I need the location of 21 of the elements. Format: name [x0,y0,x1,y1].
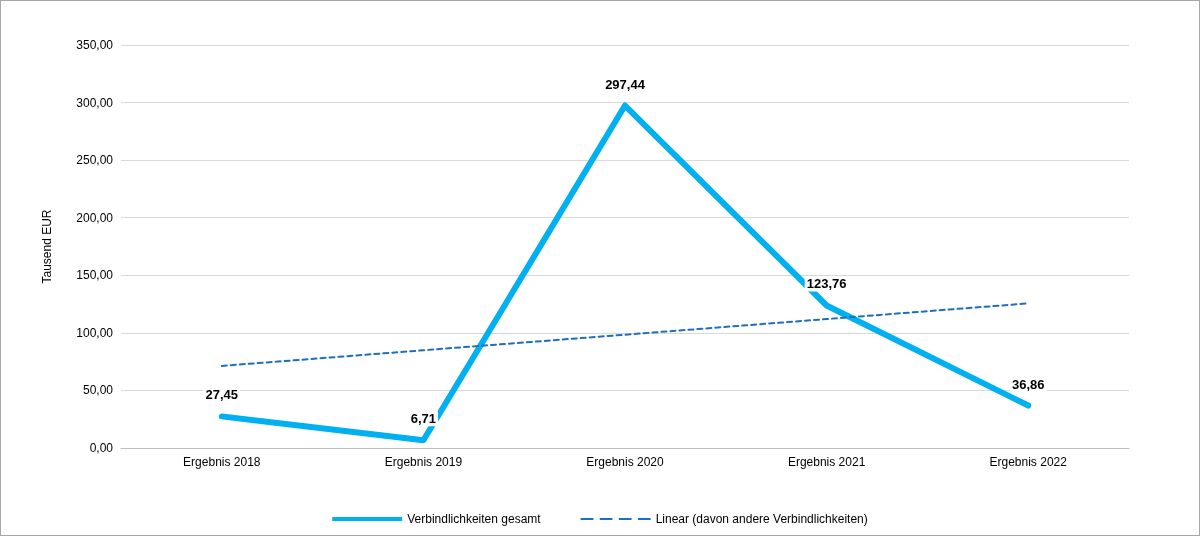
data-label: 297,44 [605,76,646,92]
y-axis-title: Tausend EUR [40,209,54,284]
data-label: 27,45 [205,387,239,403]
y-tick-label: 150,00 [76,268,114,283]
y-tick-label: 50,00 [82,383,114,398]
data-label: 6,71 [410,411,437,427]
legend-label: Verbindlichkeiten gesamt [407,512,542,526]
x-tick-label: Ergebnis 2018 [183,455,261,469]
y-tick-label: 350,00 [76,38,114,52]
x-tick-label: Ergebnis 2022 [989,455,1068,469]
x-tick-label: Ergebnis 2021 [787,455,866,469]
data-label: 36,86 [1011,376,1045,392]
y-tick-label: 250,00 [76,153,114,168]
x-tick-label: Ergebnis 2020 [586,455,665,469]
y-tick-label: 300,00 [76,95,114,110]
y-tick-label: 100,00 [76,325,114,340]
y-tick-label: 0,00 [89,441,114,455]
legend-label: Linear (davon andere Verbindlichkeiten) [655,512,868,526]
data-label: 123,76 [806,276,847,292]
y-tick-label: 200,00 [76,210,114,225]
x-tick-label: Ergebnis 2019 [384,455,463,469]
